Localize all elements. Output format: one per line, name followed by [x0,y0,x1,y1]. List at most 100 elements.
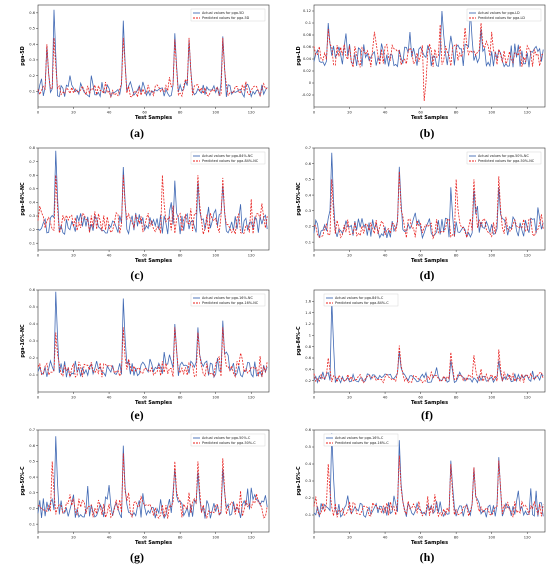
y-tick-label: 0.3 [29,58,35,62]
x-tick-label: 100 [488,111,496,115]
plot-frame [313,4,546,108]
x-tick-label: 100 [488,396,496,400]
x-tick-label: 60 [418,536,423,540]
y-tick-label: 0.8 [305,345,311,349]
y-tick-label: 0.8 [29,146,35,150]
y-tick-label: 0.6 [29,444,35,448]
x-tick-label: 60 [418,111,423,115]
y-tick-label: 0.1 [29,373,35,377]
x-tick-label: 0 [313,536,316,540]
x-tick-label: 100 [488,254,496,258]
x-tick-label: 40 [383,254,388,258]
x-tick-label: 60 [418,396,423,400]
y-tick-label: 0.08 [303,33,312,37]
y-tick-label: 1.4 [305,311,311,315]
series-line-predicted [313,345,544,384]
legend-box [323,433,399,447]
y-tick-label: 0.4 [29,475,35,479]
x-tick-label: 80 [178,254,183,258]
y-tick-label: 0.5 [305,445,311,449]
y-tick-label: 0.3 [305,209,311,213]
x-axis-label: Test Samples [135,258,172,264]
chart-panel-c: 0 20 40 60 80 100 120 0.1 0.2 0.3 0.4 0.5 0.6 0.7 0.8 T… [20,146,270,282]
y-tick-label: 0.1 [305,21,311,25]
x-tick-label: 60 [142,396,147,400]
legend-box [190,8,266,22]
x-tick-label: 40 [107,536,112,540]
x-tick-label: 40 [107,254,112,258]
legend-entry: Actual values for pga-50%-NC [478,154,529,158]
y-tick-label: 0.3 [29,339,35,343]
legend-entry: Predicted values for pga-16%-C [335,441,389,445]
legend-entry: Predicted values for pga-LD [478,16,525,20]
y-tick-label: 0.2 [305,225,311,229]
series-line-predicted [37,453,268,519]
legend-box [190,151,266,165]
legend-entry: Actual values for pga-50%-C [202,436,251,440]
y-tick-label: 0.4 [29,201,35,205]
y-tick-label: 0.4 [305,193,311,197]
x-tick-label: 100 [212,254,220,258]
y-tick-label: 0.2 [29,356,35,360]
x-tick-label: 120 [248,254,256,258]
x-tick-label: 20 [71,111,76,115]
panel-caption: (a) [130,126,144,140]
y-tick-label: 0.3 [305,479,311,483]
x-tick-label: 0 [37,254,40,258]
x-tick-label: 120 [248,536,256,540]
y-tick-label: 0.5 [29,460,35,464]
panel-caption: (f) [421,408,433,422]
legend-entry: Predicted values for pga-16%-NC [202,301,259,305]
x-tick-label: 40 [383,536,388,540]
y-tick-label: 0.4 [29,322,35,326]
chart-panel-a: 0 20 40 60 80 100 120 0.1 0.2 0.3 0.4 0.5 0.6 Test Sa… [20,4,270,140]
x-tick-label: 80 [178,111,183,115]
y-tick-label: 1.2 [305,322,311,326]
x-tick-label: 60 [142,111,147,115]
y-tick-label: 0.6 [29,288,35,292]
y-tick-label: 0.6 [29,11,35,15]
legend-entry: Actual values for pga-84%-C [335,296,384,300]
y-tick-label: 0.1 [305,240,311,244]
panel-caption: (d) [420,268,435,282]
legend-entry: Actual values for pga-5D [202,11,244,15]
x-tick-label: 0 [313,254,316,258]
legend-entry: Actual values for pga-84%-NC [202,154,253,158]
x-axis-label: Test Samples [411,115,448,121]
x-tick-label: 120 [524,254,532,258]
x-tick-label: 80 [178,536,183,540]
x-tick-label: 20 [347,254,352,258]
legend-entry: Actual values for pga-LD [478,11,520,15]
y-tick-label: 0.4 [305,462,311,466]
x-tick-label: 80 [454,396,459,400]
x-tick-label: 80 [454,536,459,540]
y-tick-label: 0.2 [305,496,311,500]
y-tick-label: 0.6 [305,356,311,360]
y-tick-label: 0.2 [29,74,35,78]
legend-box [323,293,399,307]
y-axis-label: pga-84%-NC [20,182,26,216]
panel-caption: (c) [130,268,143,282]
x-axis-label: Test Samples [411,400,448,406]
series-line-predicted [313,455,544,518]
x-tick-label: 0 [37,396,40,400]
x-tick-label: 120 [248,111,256,115]
series-line-predicted [37,175,268,235]
y-tick-label: 0.7 [305,146,311,150]
legend-entry: Predicted values for pga-5D [202,16,250,20]
x-tick-label: 0 [313,396,316,400]
y-tick-label: 0.2 [305,379,311,383]
y-tick-label: 0.6 [305,428,311,432]
x-axis-label: Test Samples [411,540,448,546]
y-tick-label: 0.5 [29,305,35,309]
x-tick-label: 120 [524,111,532,115]
y-tick-label: 0.2 [29,507,35,511]
x-tick-label: 120 [524,536,532,540]
x-tick-label: 40 [107,111,112,115]
x-tick-label: 0 [313,111,316,115]
y-tick-label: 0.4 [29,42,35,46]
chart-panel-e: 0 20 40 60 80 100 120 0.1 0.2 0.3 0.4 0.5 0.6 Test Sa… [20,288,270,422]
y-tick-label: 0.3 [29,491,35,495]
y-tick-label: 0.7 [29,428,35,432]
